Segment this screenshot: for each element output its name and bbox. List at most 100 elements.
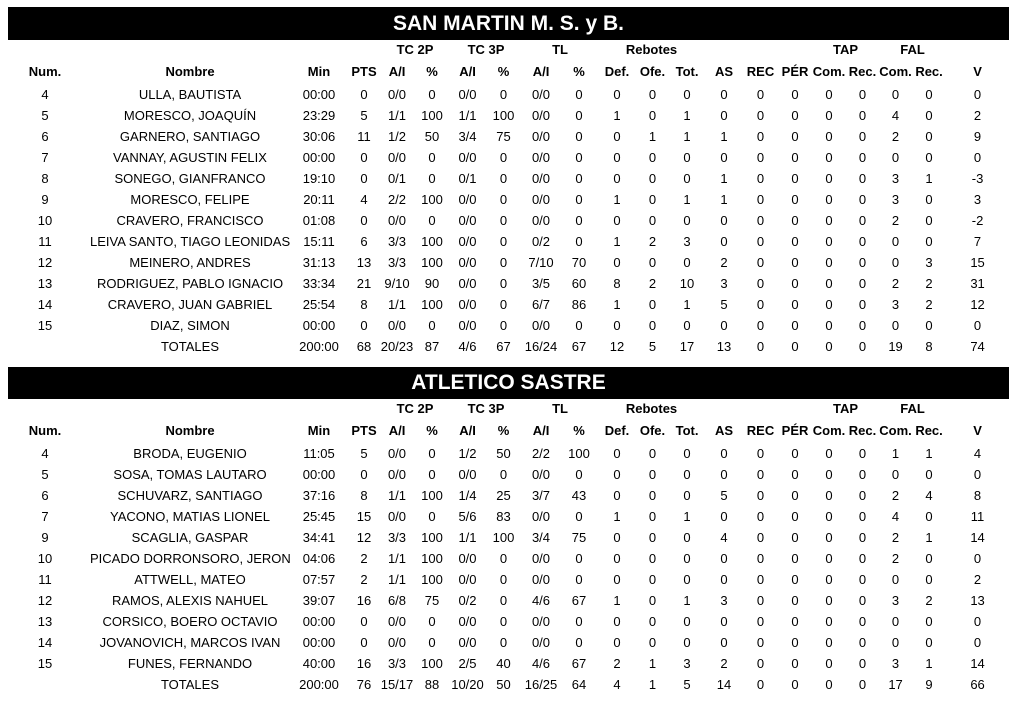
cell-reb-tot: 0 (683, 213, 691, 228)
cell-tc3p-pct: 0 (499, 614, 508, 629)
cell-player-name: JOVANOVICH, MARCOS IVAN (99, 635, 281, 650)
cell-tc2p-pct: 0 (428, 318, 436, 333)
column-header-v: V (973, 64, 982, 79)
cell-player-name: YACONO, MATIAS LIONEL (110, 509, 270, 524)
cell-tl-pct: 0 (575, 129, 583, 144)
cell-reb-def: 0 (613, 171, 621, 186)
cell-tc3p-ai: 3/4 (458, 129, 477, 144)
group-header-tc-2p: TC 2P (396, 401, 434, 416)
cell-tc2p-ai: 3/3 (387, 255, 407, 270)
cell-tl-pct: 60 (571, 276, 587, 291)
column-header-v: V (973, 423, 982, 438)
cell-rec: 0 (756, 339, 765, 354)
cell-num: 4 (41, 87, 49, 102)
cell-fal-rec: 2 (925, 297, 933, 312)
cell-tc3p-ai: 0/0 (458, 297, 477, 312)
cell-tap-rec: 0 (858, 129, 867, 144)
cell-tc3p-pct: 83 (496, 509, 511, 524)
cell-tc2p-ai: 1/1 (387, 572, 407, 587)
cell-tl-pct: 0 (575, 150, 583, 165)
cell-tl-ai: 4/6 (531, 656, 551, 671)
cell-reb-ofe: 0 (648, 614, 657, 629)
cell-fal-com: 3 (891, 192, 900, 207)
cell-min: 00:00 (302, 318, 336, 333)
cell-v: 2 (973, 572, 982, 587)
cell-min: 00:00 (302, 150, 336, 165)
group-header-rebotes: Rebotes (625, 42, 678, 57)
cell-num: 11 (38, 234, 52, 249)
cell-fal-com: 17 (888, 677, 903, 692)
cell-tc3p-pct: 75 (496, 129, 511, 144)
column-header-as: AS (715, 64, 734, 79)
group-header-tc-3p: TC 3P (467, 401, 505, 416)
cell-player-name: SOSA, TOMAS LAUTARO (113, 467, 267, 482)
cell-num: 11 (38, 572, 52, 587)
cell-reb-def: 1 (613, 509, 621, 524)
cell-fal-com: 0 (891, 318, 900, 333)
group-header-spacer (946, 40, 1009, 60)
cell-pts: 2 (360, 572, 368, 587)
cell-as: 5 (720, 297, 728, 312)
cell-reb-def: 0 (613, 150, 621, 165)
stat-group-header-row: TC 2P TC 3P TL Rebotes TAP FAL (0, 399, 1009, 419)
cell-v: 0 (973, 87, 982, 102)
cell-reb-ofe: 0 (648, 467, 657, 482)
cell-tl-ai: 3/4 (531, 530, 551, 545)
cell-tc2p-pct: 88 (424, 677, 440, 692)
player-row: 6 GARNERO, SANTIAGO 30:06 11 1/2 50 3/4 75 0/0 0 0… (0, 126, 1009, 147)
column-header-name: Nombre (165, 423, 215, 438)
cell-num: 13 (37, 276, 53, 291)
cell-reb-def: 0 (613, 488, 621, 503)
cell-min: 15:11 (303, 234, 335, 249)
cell-fal-com: 0 (891, 572, 900, 587)
cell-reb-ofe: 2 (648, 276, 657, 291)
column-header-fal-rec: Rec. (915, 423, 943, 438)
cell-fal-rec: 0 (925, 318, 933, 333)
cell-tc2p-ai: 2/2 (387, 192, 407, 207)
cell-per: 0 (791, 677, 799, 692)
player-row: 10 PICADO DORRONSORO, JERONIMO 04:06 2 1/1 10… (0, 548, 1009, 569)
cell-pts: 2 (360, 551, 368, 566)
cell-pts: 0 (360, 635, 368, 650)
cell-v: 31 (970, 276, 985, 291)
cell-fal-rec: 9 (925, 677, 933, 692)
cell-min: 07:57 (302, 572, 336, 587)
cell-as: 0 (720, 234, 728, 249)
cell-fal-rec: 3 (925, 255, 933, 270)
player-row: 11 LEIVA SANTO, TIAGO LEONIDAS 15:11 6 3/3 10… (0, 231, 1009, 252)
cell-player-name: RODRIGUEZ, PABLO IGNACIO (96, 276, 284, 291)
cell-as: 0 (720, 318, 728, 333)
cell-reb-def: 4 (613, 677, 621, 692)
cell-fal-com: 0 (891, 614, 900, 629)
cell-as: 0 (720, 467, 728, 482)
cell-fal-com: 2 (891, 129, 900, 144)
cell-tap-com: 0 (825, 614, 833, 629)
cell-tap-com: 0 (825, 213, 833, 228)
cell-tc3p-ai: 0/0 (458, 276, 477, 291)
cell-fal-rec: 0 (925, 87, 933, 102)
cell-fal-rec: 1 (925, 530, 933, 545)
cell-num: 10 (37, 213, 53, 228)
cell-num: 14 (37, 297, 53, 312)
cell-tc3p-pct: 0 (499, 213, 508, 228)
cell-tl-pct: 67 (571, 339, 587, 354)
cell-tl-ai: 0/0 (531, 108, 551, 123)
cell-tc2p-ai: 3/3 (387, 530, 407, 545)
cell-num: 5 (41, 108, 49, 123)
cell-rec: 0 (756, 509, 765, 524)
cell-reb-ofe: 0 (648, 87, 657, 102)
cell-v: -2 (971, 213, 984, 228)
cell-pts: 16 (356, 656, 372, 671)
column-header-min: Min (307, 64, 331, 79)
cell-fal-rec: 0 (925, 635, 933, 650)
cell-tc3p-ai: 1/2 (458, 446, 477, 461)
cell-rec: 0 (756, 593, 765, 608)
cell-fal-rec: 0 (925, 192, 933, 207)
cell-min: 31:13 (302, 255, 336, 270)
cell-tc2p-ai: 0/0 (387, 446, 407, 461)
cell-tc2p-ai: 0/1 (387, 171, 407, 186)
cell-tl-ai: 0/0 (531, 171, 551, 186)
cell-tl-ai: 0/0 (531, 467, 551, 482)
cell-tc3p-ai: 1/1 (458, 530, 477, 545)
cell-fal-com: 4 (891, 108, 900, 123)
